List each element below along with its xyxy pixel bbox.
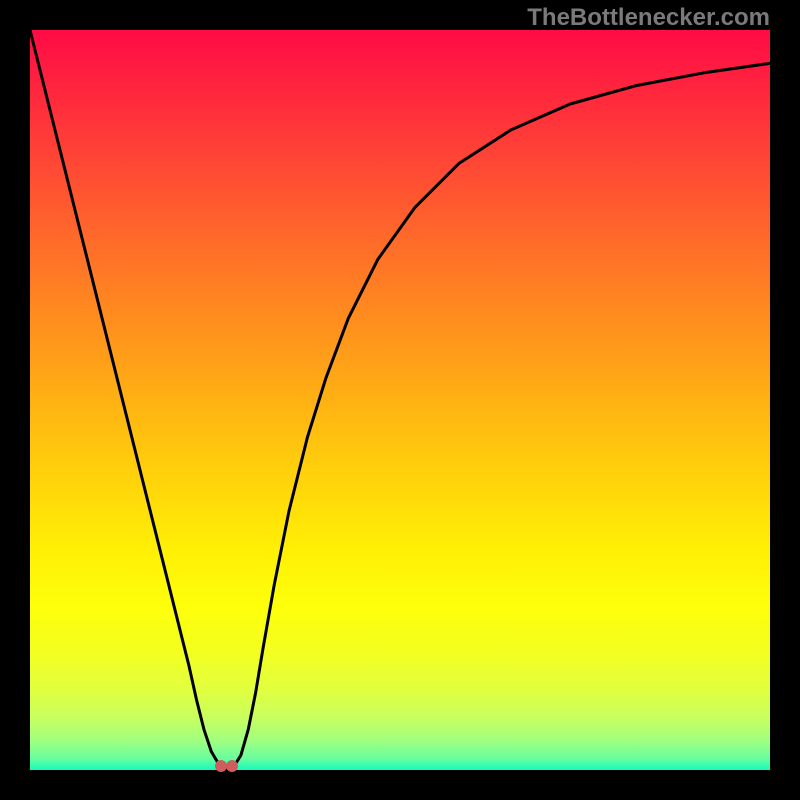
- markers-layer: [30, 30, 770, 770]
- optimum-marker: [226, 760, 238, 772]
- plot-area: [30, 30, 770, 770]
- watermark-text: TheBottlenecker.com: [527, 4, 770, 32]
- chart-container: TheBottlenecker.com: [0, 0, 800, 800]
